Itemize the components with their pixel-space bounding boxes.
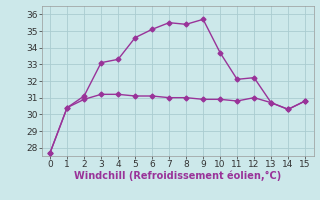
X-axis label: Windchill (Refroidissement éolien,°C): Windchill (Refroidissement éolien,°C) <box>74 171 281 181</box>
